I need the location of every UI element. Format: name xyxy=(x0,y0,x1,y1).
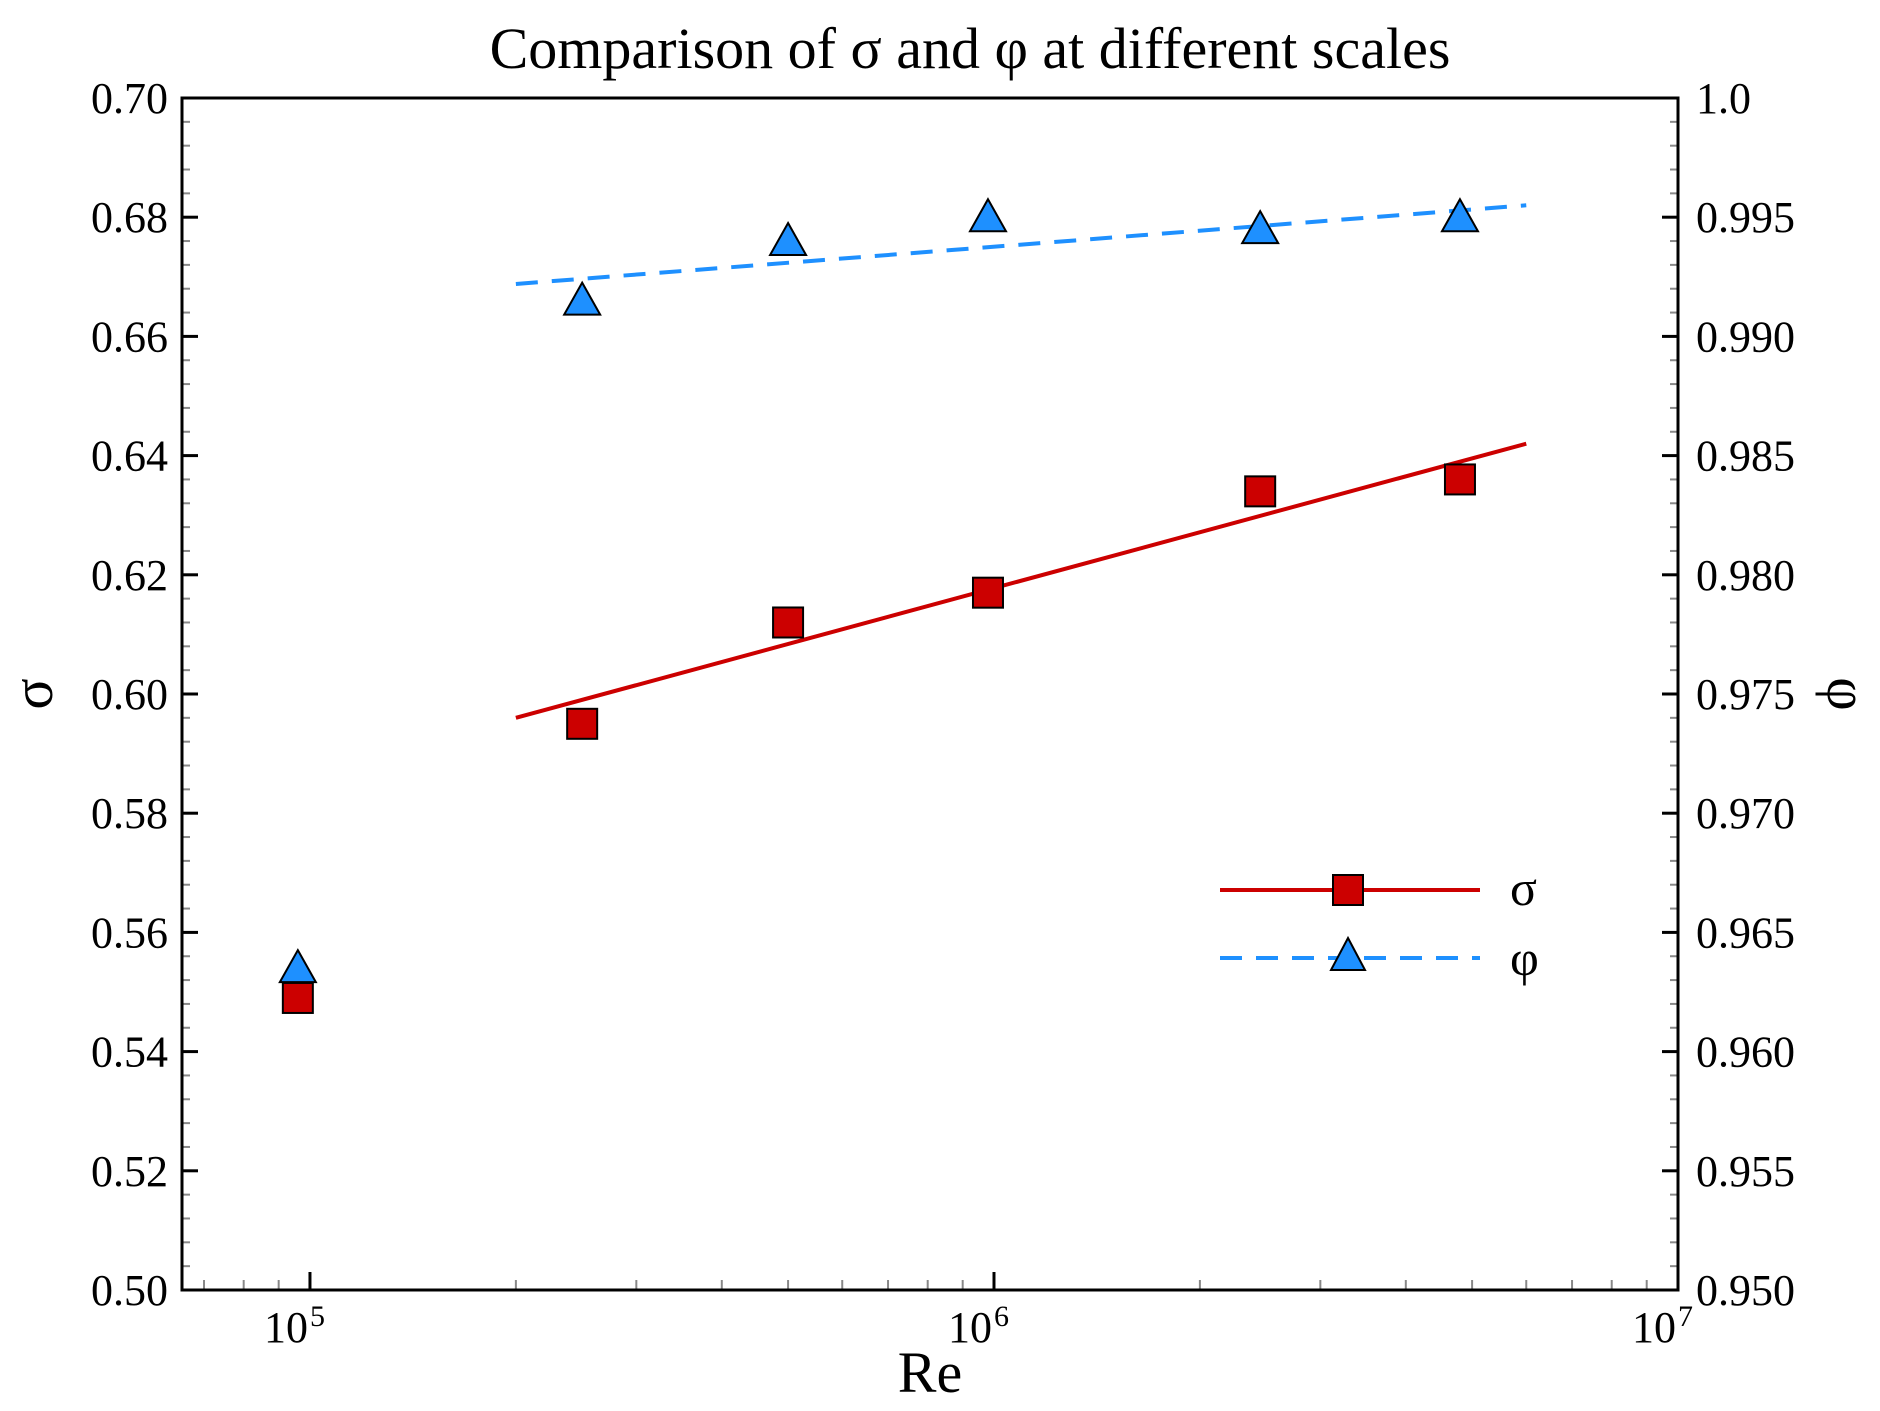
x-tick-exponent: 5 xyxy=(310,1300,325,1333)
left-axis-tick-labels: 0.50 0.52 0.54 0.56 0.58 0.60 0.62 0.64 0.66 0.68… xyxy=(91,74,168,1315)
sigma-point xyxy=(971,576,1004,609)
sigma-point xyxy=(566,707,599,740)
x-tick-label: 10 xyxy=(1632,1303,1676,1352)
legend: σ φ xyxy=(1220,860,1539,986)
phi-point xyxy=(1440,197,1480,233)
y-right-tick-label: 0.980 xyxy=(1696,551,1795,600)
data-markers xyxy=(278,197,1480,1014)
y-left-tick-label: 0.58 xyxy=(91,789,168,838)
fit-lines xyxy=(515,203,1527,720)
phi-point xyxy=(278,948,318,984)
right-axis-tick-labels: 0.950 0.955 0.960 0.965 0.970 0.975 0.980 0.985… xyxy=(1696,74,1795,1315)
legend-sigma-label: σ xyxy=(1510,860,1537,916)
legend-phi-label: φ xyxy=(1510,930,1539,986)
phi-point xyxy=(562,280,602,316)
x-tick-label: 10 xyxy=(948,1303,992,1352)
phi-point xyxy=(1240,209,1280,245)
phi-fit-line xyxy=(515,203,1527,286)
y-right-tick-label: 0.970 xyxy=(1696,789,1795,838)
y-right-tick-label: 1.0 xyxy=(1696,74,1751,123)
y-left-tick-label: 0.50 xyxy=(91,1266,168,1315)
y-axis-left-title: σ xyxy=(0,678,65,709)
phi-point xyxy=(768,221,808,257)
chart-title: Comparison of σ and φ at different scale… xyxy=(490,16,1451,81)
x-tick-exponent: 6 xyxy=(994,1300,1009,1333)
y-left-tick-label: 0.64 xyxy=(91,432,168,481)
plot-frame xyxy=(180,96,1680,1292)
y-right-tick-label: 0.965 xyxy=(1696,908,1795,957)
sigma-point xyxy=(1244,475,1277,508)
y-axis-right-title: φ xyxy=(1815,677,1880,710)
y-left-tick-label: 0.62 xyxy=(91,551,168,600)
x-axis-tick-labels: 10 5 10 6 10 7 xyxy=(264,1300,1693,1352)
x-tick-exponent: 7 xyxy=(1678,1300,1693,1333)
legend-phi-marker xyxy=(1329,935,1367,971)
x-tick-label: 10 xyxy=(264,1303,308,1352)
y-right-tick-label: 0.985 xyxy=(1696,432,1795,481)
y-left-tick-label: 0.70 xyxy=(91,74,168,123)
sigma-fit-line xyxy=(515,441,1527,720)
y-right-tick-label: 0.990 xyxy=(1696,312,1795,361)
legend-sigma-marker xyxy=(1332,874,1364,906)
phi-point xyxy=(968,197,1008,233)
sigma-point xyxy=(1443,463,1476,496)
y-left-tick-label: 0.66 xyxy=(91,312,168,361)
y-left-tick-label: 0.54 xyxy=(91,1028,168,1077)
y-right-tick-label: 0.995 xyxy=(1696,193,1795,242)
y-left-tick-label: 0.52 xyxy=(91,1147,168,1196)
x-axis-title: Re xyxy=(898,1340,962,1405)
y-right-tick-label: 0.975 xyxy=(1696,670,1795,719)
y-left-tick-label: 0.60 xyxy=(91,670,168,719)
sigma-point xyxy=(772,606,805,639)
y-right-tick-label: 0.955 xyxy=(1696,1147,1795,1196)
y-right-tick-label: 0.950 xyxy=(1696,1266,1795,1315)
y-left-tick-label: 0.56 xyxy=(91,908,168,957)
minor-ticks xyxy=(182,120,1678,1290)
y-left-tick-label: 0.68 xyxy=(91,193,168,242)
major-ticks xyxy=(182,96,1680,1292)
sigma-point xyxy=(281,981,314,1014)
y-right-tick-label: 0.960 xyxy=(1696,1028,1795,1077)
